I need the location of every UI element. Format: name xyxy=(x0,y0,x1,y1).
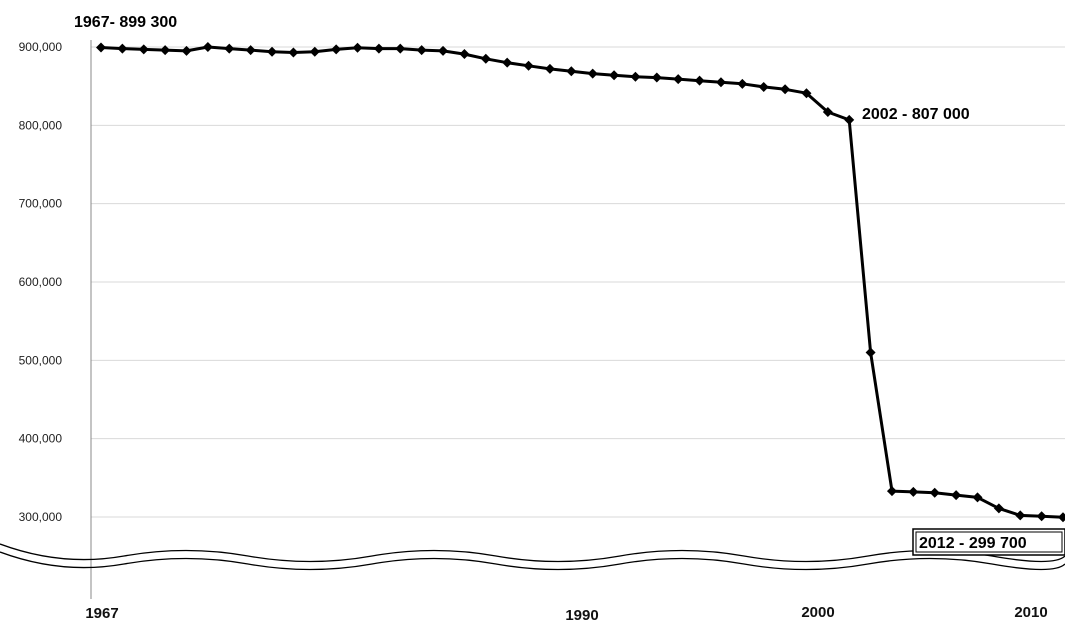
data-point xyxy=(245,45,256,56)
annotation-2012-inner-box xyxy=(915,531,1063,553)
data-point xyxy=(480,53,491,64)
data-point xyxy=(929,487,940,498)
y-tick-label: 600,000 xyxy=(19,275,63,289)
gridlines xyxy=(91,46,1065,518)
data-point xyxy=(523,60,534,71)
data-point xyxy=(117,43,128,54)
y-tick-label: 300,000 xyxy=(19,510,63,524)
data-point xyxy=(951,490,962,501)
data-point xyxy=(651,72,662,83)
data-point xyxy=(715,77,726,88)
data-point xyxy=(694,75,705,86)
data-point xyxy=(609,70,620,81)
data-point xyxy=(908,486,919,497)
annotation-1967: 1967- 899 300 xyxy=(74,14,177,31)
axis-break-wave xyxy=(0,543,1065,571)
data-point xyxy=(502,57,513,68)
data-point xyxy=(844,114,855,125)
data-point xyxy=(352,42,363,53)
x-tick-label: 2010 xyxy=(1014,604,1047,621)
data-point xyxy=(630,71,641,82)
y-tick-label: 500,000 xyxy=(19,353,63,367)
annotation-2012-box xyxy=(912,528,1065,556)
data-point xyxy=(459,49,470,60)
annotation-2002: 2002 - 807 000 xyxy=(862,106,970,123)
data-point xyxy=(373,43,384,54)
data-point xyxy=(758,81,769,92)
data-point xyxy=(331,44,342,55)
data-point xyxy=(202,42,213,52)
data-point xyxy=(566,66,577,77)
x-axis-ticks: 1967 1990 2000 2010 xyxy=(85,604,1047,621)
x-tick-label: 1967 xyxy=(85,605,118,621)
data-point xyxy=(780,84,791,95)
data-point xyxy=(267,46,278,57)
data-point xyxy=(886,486,897,497)
data-point xyxy=(673,74,684,85)
data-point xyxy=(737,78,748,89)
x-tick-label: 1990 xyxy=(565,607,598,621)
data-point xyxy=(160,45,171,56)
data-point xyxy=(181,45,192,56)
y-tick-label: 900,000 xyxy=(19,40,63,54)
data-point xyxy=(416,45,427,56)
data-point xyxy=(972,492,983,503)
data-point xyxy=(1015,510,1026,521)
data-point xyxy=(395,43,406,54)
data-point xyxy=(309,46,320,57)
data-point xyxy=(1036,511,1047,522)
data-point xyxy=(1058,512,1065,523)
data-point xyxy=(288,47,299,58)
x-tick-label: 2000 xyxy=(801,604,834,621)
data-point xyxy=(138,44,149,55)
data-point xyxy=(544,63,555,74)
data-point xyxy=(587,68,598,79)
y-tick-label: 800,000 xyxy=(19,118,63,132)
data-point xyxy=(224,43,235,54)
series-line xyxy=(100,45,1064,519)
y-tick-label: 700,000 xyxy=(19,197,63,211)
data-markers xyxy=(96,42,1065,523)
y-axis-ticks: 300,000 400,000 500,000 600,000 700,000 800,0… xyxy=(19,40,63,524)
data-point xyxy=(865,347,876,358)
annotation-2012: 2012 - 299 700 xyxy=(919,535,1027,552)
data-point xyxy=(822,107,833,118)
data-point xyxy=(438,45,449,56)
y-tick-label: 400,000 xyxy=(19,432,63,446)
data-point xyxy=(993,503,1004,514)
data-point xyxy=(96,42,106,53)
data-point xyxy=(801,88,812,99)
